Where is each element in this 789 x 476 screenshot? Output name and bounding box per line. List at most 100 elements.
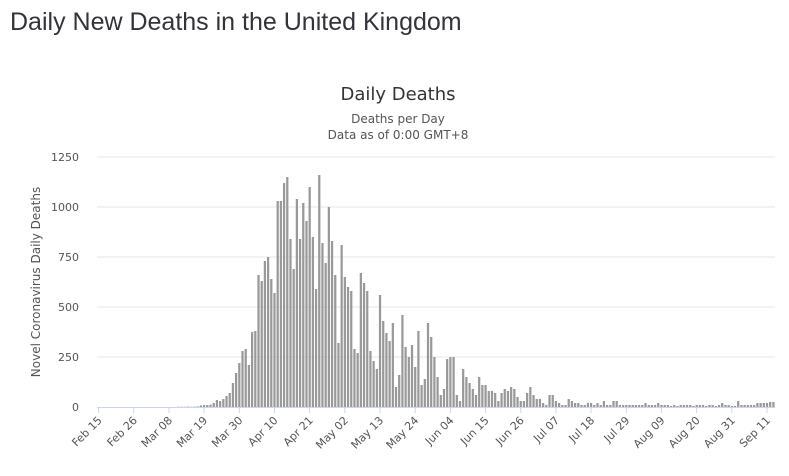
bar	[545, 405, 548, 407]
bar	[634, 405, 637, 407]
bar	[644, 403, 647, 407]
bar	[289, 239, 292, 407]
x-tick-label: May 13	[349, 414, 387, 452]
bar	[238, 363, 241, 407]
y-tick-label: 0	[72, 401, 79, 414]
bars	[177, 175, 775, 408]
bar	[375, 369, 378, 407]
bar	[574, 403, 577, 407]
bar	[561, 405, 564, 407]
bar	[257, 275, 260, 407]
bar	[503, 389, 506, 407]
bar	[196, 406, 199, 407]
y-tick-label: 500	[58, 301, 79, 314]
chart-title: Daily Deaths	[340, 84, 455, 105]
bar	[615, 401, 618, 407]
bar	[660, 405, 663, 407]
bar	[350, 291, 353, 407]
bar	[458, 401, 462, 407]
bar	[554, 401, 558, 407]
bar	[577, 403, 580, 407]
bar	[685, 405, 689, 407]
bar	[474, 395, 478, 407]
bar	[737, 401, 740, 407]
bar	[653, 405, 657, 407]
bar	[305, 221, 308, 407]
y-tick-label: 250	[58, 351, 79, 364]
bar	[279, 201, 283, 407]
bar	[433, 357, 436, 407]
bar	[193, 406, 196, 408]
y-axis-ticks: 0 250 500 750 1000 1250	[51, 151, 79, 414]
bar	[462, 369, 465, 407]
bar	[206, 405, 209, 407]
bar	[311, 237, 314, 407]
bar	[404, 347, 407, 407]
bar	[494, 393, 497, 407]
bar	[647, 405, 650, 407]
bar	[324, 263, 327, 407]
bar	[330, 241, 334, 407]
bar	[314, 289, 318, 407]
bar	[730, 406, 733, 407]
bar	[203, 405, 206, 407]
bar	[586, 403, 590, 407]
bar	[708, 405, 711, 407]
bar	[471, 389, 474, 407]
bar	[209, 404, 212, 407]
bar	[439, 395, 442, 407]
x-tick-label: Apr 10	[246, 414, 281, 449]
bar	[420, 385, 423, 407]
bar	[538, 399, 542, 407]
bar	[756, 403, 759, 407]
bar	[692, 406, 695, 407]
bar	[519, 401, 522, 407]
bar	[250, 332, 254, 407]
bar	[733, 406, 737, 407]
x-tick-label: May 24	[384, 414, 422, 452]
bar	[228, 393, 231, 407]
bar	[286, 177, 289, 407]
bar	[740, 405, 743, 407]
bar	[567, 399, 570, 407]
bar	[529, 387, 532, 407]
bar	[657, 403, 660, 407]
bar	[382, 321, 385, 407]
bar	[506, 391, 510, 407]
bar	[762, 403, 765, 407]
bar	[235, 373, 238, 407]
x-tick-label: Aug 31	[701, 414, 738, 451]
bar	[369, 351, 372, 407]
bar	[717, 405, 721, 407]
y-tick-label: 750	[58, 251, 79, 264]
bar	[423, 379, 426, 407]
bar	[602, 401, 606, 407]
bar	[282, 183, 286, 407]
bar	[222, 399, 225, 407]
bar	[526, 393, 529, 407]
bar	[596, 403, 599, 407]
bar	[449, 357, 452, 407]
bar	[362, 283, 366, 407]
x-tick-label: Apr 21	[281, 414, 316, 449]
bar	[663, 405, 666, 407]
bar	[621, 405, 625, 407]
bar	[244, 349, 247, 407]
bar	[318, 175, 321, 407]
bar	[452, 357, 455, 407]
bar	[589, 403, 593, 407]
bar	[497, 401, 500, 407]
bar	[564, 405, 567, 407]
bar	[343, 277, 346, 407]
bar	[273, 293, 276, 407]
bar	[276, 201, 279, 407]
bar	[558, 403, 561, 407]
bar	[535, 399, 538, 407]
bar	[689, 405, 692, 407]
bar	[701, 405, 705, 407]
bar	[241, 351, 244, 407]
x-tick-label: Jun 26	[492, 414, 526, 448]
bar	[308, 187, 311, 407]
bar	[580, 405, 583, 407]
x-tick-label: Feb 15	[69, 414, 104, 449]
